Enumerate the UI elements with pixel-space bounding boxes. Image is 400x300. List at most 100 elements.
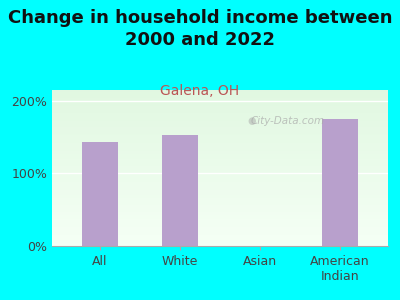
Bar <box>52 194 388 196</box>
Bar <box>52 126 388 128</box>
Bar <box>52 148 388 149</box>
Bar <box>52 220 388 221</box>
Bar <box>52 202 388 204</box>
Bar <box>322 119 358 246</box>
Bar <box>52 232 388 233</box>
Bar <box>52 110 388 112</box>
Bar <box>52 174 388 176</box>
Bar <box>52 229 388 230</box>
Bar <box>52 181 388 182</box>
Bar <box>52 182 388 184</box>
Bar <box>52 93 388 95</box>
Bar <box>52 146 388 148</box>
Bar <box>52 124 388 126</box>
Bar <box>52 243 388 244</box>
Bar <box>52 95 388 96</box>
Bar <box>52 198 388 199</box>
Bar <box>52 149 388 151</box>
Bar <box>52 168 388 170</box>
Bar <box>52 179 388 181</box>
Bar <box>52 167 388 168</box>
Bar <box>52 113 388 115</box>
Bar <box>52 208 388 210</box>
Bar <box>52 187 388 188</box>
Bar <box>52 240 388 241</box>
Bar <box>52 90 388 92</box>
Bar <box>52 169 388 171</box>
Bar <box>52 118 388 120</box>
Bar <box>162 135 198 246</box>
Bar <box>52 221 388 223</box>
Bar <box>52 204 388 206</box>
Bar <box>52 96 388 98</box>
Bar <box>52 176 388 177</box>
Bar <box>52 154 388 155</box>
Bar <box>52 163 388 165</box>
Bar <box>52 216 388 218</box>
Bar <box>52 135 388 137</box>
Bar <box>52 106 388 107</box>
Bar <box>52 129 388 130</box>
Bar <box>52 160 388 162</box>
Bar <box>52 140 388 142</box>
Bar <box>52 165 388 166</box>
Bar <box>52 184 388 185</box>
Bar <box>52 151 388 152</box>
Bar <box>82 142 118 246</box>
Bar <box>52 104 388 106</box>
Bar <box>52 92 388 93</box>
Bar <box>52 157 388 159</box>
Bar <box>52 155 388 157</box>
Bar <box>52 159 388 160</box>
Bar <box>52 241 388 243</box>
Bar <box>52 244 388 246</box>
Bar <box>52 143 388 145</box>
Bar <box>52 237 388 238</box>
Bar <box>52 121 388 123</box>
Bar <box>52 230 388 232</box>
Bar <box>52 138 388 140</box>
Bar <box>52 137 388 138</box>
Bar <box>52 116 388 118</box>
Bar <box>52 101 388 103</box>
Bar <box>52 98 388 99</box>
Bar <box>52 235 388 237</box>
Bar <box>52 152 388 154</box>
Bar <box>52 109 388 110</box>
Bar <box>52 206 388 207</box>
Bar <box>52 226 388 227</box>
Bar <box>52 196 388 198</box>
Bar <box>52 185 388 187</box>
Bar <box>52 238 388 240</box>
Bar <box>52 207 388 208</box>
Bar <box>52 223 388 224</box>
Bar <box>52 107 388 109</box>
Bar <box>52 162 388 163</box>
Bar <box>52 103 388 104</box>
Bar <box>52 145 388 146</box>
Text: Change in household income between
2000 and 2022: Change in household income between 2000 … <box>8 9 392 49</box>
Bar <box>52 224 388 226</box>
Bar <box>52 199 388 201</box>
Bar <box>52 123 388 124</box>
Bar <box>52 233 388 235</box>
Bar <box>52 188 388 190</box>
Bar <box>52 142 388 143</box>
Bar <box>52 99 388 101</box>
Bar <box>52 171 388 173</box>
Bar <box>52 130 388 132</box>
Bar <box>52 173 388 174</box>
Bar <box>52 120 388 121</box>
Bar <box>52 215 388 216</box>
Text: Galena, OH: Galena, OH <box>160 84 240 98</box>
Text: City-Data.com: City-Data.com <box>250 116 324 126</box>
Bar <box>52 201 388 202</box>
Bar <box>52 132 388 134</box>
Bar <box>52 218 388 220</box>
Bar <box>52 177 388 179</box>
Bar <box>52 210 388 212</box>
Bar <box>52 190 388 191</box>
Bar <box>52 193 388 194</box>
Bar <box>52 212 388 213</box>
Text: ●: ● <box>248 116 256 126</box>
